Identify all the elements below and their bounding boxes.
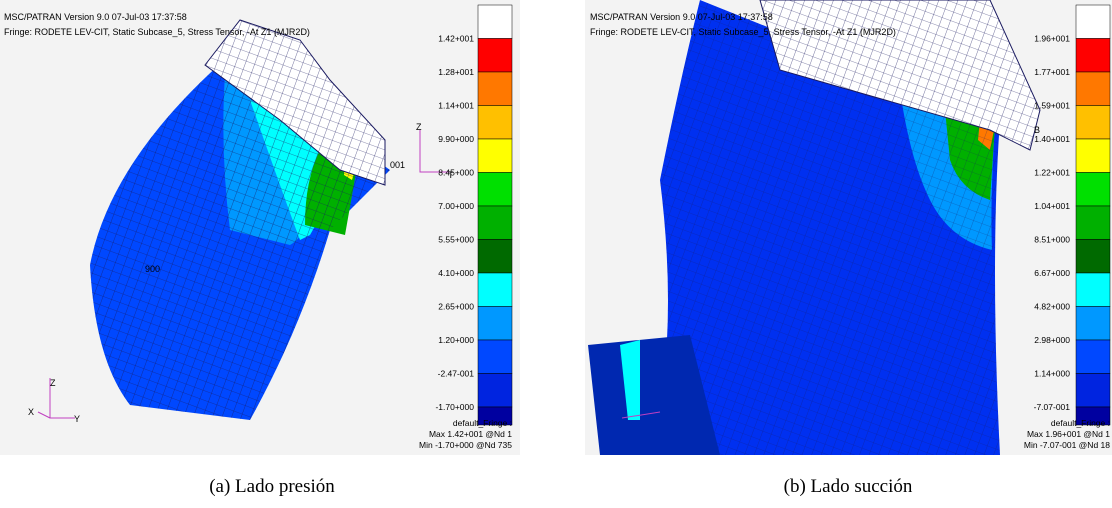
legend-swatch [478,5,512,39]
legend-label: 1.20+000 [438,335,474,345]
legend-swatch [478,139,512,173]
header-text: MSC/PATRAN Version 9.0 07-Jul-03 17:37:5… [4,12,187,22]
legend-label: 2.65+000 [438,302,474,312]
legend-swatch [1076,173,1110,207]
legend-swatch [478,273,512,307]
legend-label: 6.67+000 [1034,268,1070,278]
legend-swatch [1076,307,1110,341]
legend-label: 7.00+000 [438,201,474,211]
legend-label: 1.42+001 [438,34,474,44]
axis-label: Z [50,378,56,388]
legend-label: 9.90+000 [438,134,474,144]
legend-swatch [478,240,512,274]
header-text: Fringe: RODETE LEV-CIT, Static Subcase_5… [590,27,896,37]
page: {"panels": [ {"header": ["MSC/PATRAN Ver… [0,0,1112,503]
node-label: 900 [145,264,160,274]
legend-swatch [1076,139,1110,173]
axis-label: Z [416,122,422,132]
node-label: 001 [390,160,405,170]
legend-label: 1.14+001 [438,101,474,111]
header-text: MSC/PATRAN Version 9.0 07-Jul-03 17:37:5… [590,12,773,22]
legend-swatch [478,340,512,374]
legend-swatch [1076,206,1110,240]
legend-label: -1.70+000 [435,402,474,412]
legend-label: 1.14+000 [1034,369,1070,379]
legend-label: -2.47-001 [438,369,475,379]
legend-label: -7.07-001 [1034,402,1071,412]
legend-swatch [478,374,512,408]
caption: (b) Lado succión [784,476,913,497]
footer-text: Max 1.42+001 @Nd 1 [429,429,512,439]
panel-b: B [585,0,1112,455]
figure: Z X Y Z T 001 900 B (a) Lado presión (b)… [0,0,1112,503]
legend-label: 1.96+001 [1034,34,1070,44]
legend-swatch [478,173,512,207]
legend-swatch [478,72,512,106]
legend-swatch [1076,72,1110,106]
legend-swatch [1076,374,1110,408]
footer-text: default_Fringe : [1051,418,1110,428]
legend-label: 8.45+000 [438,168,474,178]
legend-swatch [478,106,512,140]
legend-label: 1.04+001 [1034,201,1070,211]
legend-label: 2.98+000 [1034,335,1070,345]
legend-label: 1.28+001 [438,67,474,77]
legend-label: 1.77+001 [1034,67,1070,77]
legend-label: 5.55+000 [438,235,474,245]
footer-text: Min -1.70+000 @Nd 735 [419,440,512,450]
legend-swatch [1076,240,1110,274]
legend-label: 8.51+000 [1034,235,1070,245]
footer-text: default_Fringe : [453,418,512,428]
legend-label: 1.22+001 [1034,168,1070,178]
legend-label: 1.59+001 [1034,101,1070,111]
axis-label: Y [74,414,80,424]
legend-label: 4.82+000 [1034,302,1070,312]
footer-text: Max 1.96+001 @Nd 1 [1027,429,1110,439]
legend-swatch [478,307,512,341]
legend-swatch [1076,39,1110,73]
caption: (a) Lado presión [209,476,335,497]
legend-label: 1.40+001 [1034,134,1070,144]
legend-swatch [1076,273,1110,307]
legend-swatch [478,206,512,240]
legend-swatch [478,39,512,73]
header-text: Fringe: RODETE LEV-CIT, Static Subcase_5… [4,27,310,37]
axis-label: X [28,407,34,417]
legend-label: 4.10+000 [438,268,474,278]
legend-swatch [1076,340,1110,374]
legend-swatch [1076,106,1110,140]
legend-swatch [1076,5,1110,39]
footer-text: Min -7.07-001 @Nd 18 [1024,440,1110,450]
